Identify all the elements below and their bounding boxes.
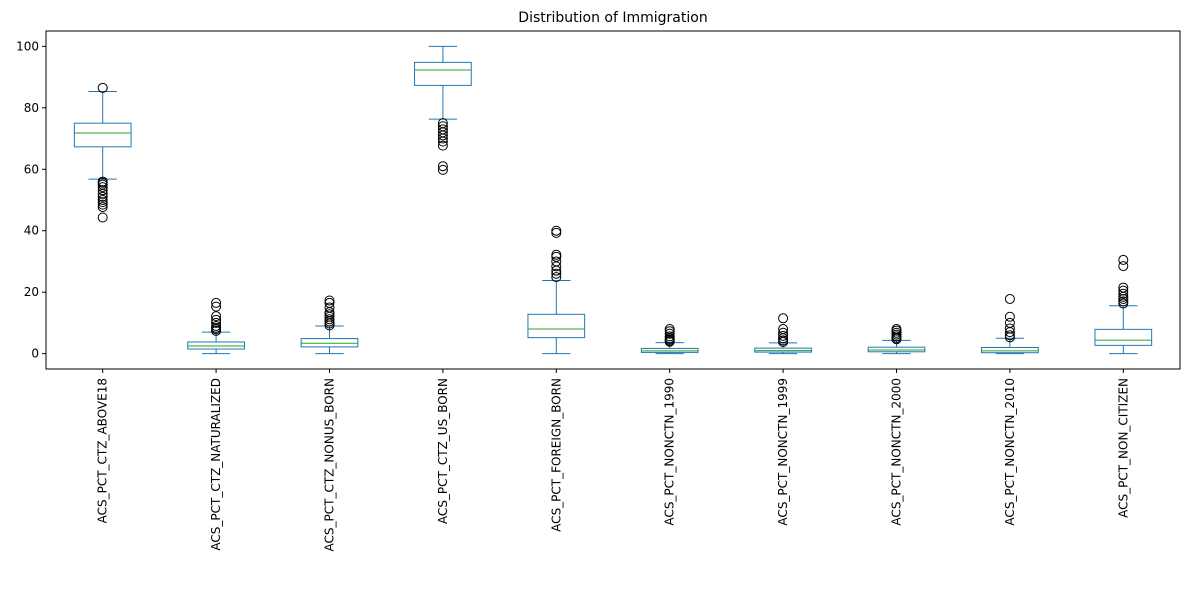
y-axis: 0 20 40 60 80 100 bbox=[16, 39, 46, 361]
outlier-point bbox=[778, 327, 789, 338]
outlier-point bbox=[551, 225, 562, 236]
outlier-point bbox=[1118, 285, 1129, 296]
iqr-box bbox=[73, 122, 132, 148]
box-ACS_PCT_NONCTN_2000 bbox=[867, 324, 926, 355]
outlier-point bbox=[97, 82, 108, 93]
box-ACS_PCT_NONCTN_1990 bbox=[640, 324, 699, 355]
x-tick-label: ACS_PCT_NONCTN_1999 bbox=[776, 378, 790, 526]
outlier-point bbox=[551, 268, 562, 279]
y-tick-label: 80 bbox=[24, 101, 39, 115]
chart-title: Distribution of Immigration bbox=[518, 10, 707, 26]
outlier-point bbox=[1004, 293, 1015, 304]
outlier-point bbox=[1004, 317, 1015, 328]
outlier-point bbox=[437, 161, 448, 172]
outlier-point bbox=[778, 324, 789, 335]
outlier-point bbox=[1118, 261, 1129, 272]
y-tick-label: 0 bbox=[31, 347, 39, 361]
outlier-point bbox=[664, 328, 675, 339]
box-ACS_PCT_FOREIGN_BORN bbox=[527, 225, 586, 355]
outlier-point bbox=[1118, 282, 1129, 293]
outlier-point bbox=[211, 301, 222, 312]
outlier-point bbox=[664, 326, 675, 337]
outlier-point bbox=[211, 320, 222, 331]
outlier-point bbox=[437, 140, 448, 151]
outlier-point bbox=[1004, 311, 1015, 322]
x-tick-label: ACS_PCT_CTZ_US_BORN bbox=[436, 378, 450, 524]
iqr-box bbox=[981, 346, 1039, 354]
outlier-point bbox=[437, 118, 448, 129]
outlier-point bbox=[97, 176, 108, 187]
x-tick-label: ACS_PCT_CTZ_ABOVE18 bbox=[96, 378, 110, 523]
outlier-point bbox=[97, 195, 108, 205]
box-ACS_PCT_CTZ_US_BORN bbox=[414, 45, 472, 175]
x-tick-label: ACS_PCT_CTZ_NATURALIZED bbox=[209, 378, 223, 551]
box-ACS_PCT_NON_CITIZEN bbox=[1094, 254, 1153, 355]
outlier-point bbox=[1004, 330, 1015, 341]
outlier-point bbox=[1004, 323, 1015, 334]
outlier-point bbox=[97, 202, 108, 213]
y-tick-label: 40 bbox=[24, 224, 39, 238]
x-tick-label: ACS_PCT_NONCTN_2010 bbox=[1003, 378, 1017, 526]
outlier-point bbox=[778, 330, 789, 341]
iqr-box bbox=[414, 61, 472, 86]
outlier-point bbox=[211, 314, 222, 325]
iqr-box bbox=[1094, 328, 1153, 346]
x-tick-label: ACS_PCT_NON_CITIZEN bbox=[1116, 378, 1130, 518]
y-tick-label: 20 bbox=[24, 285, 39, 299]
outlier-point bbox=[778, 313, 789, 324]
x-axis: ACS_PCT_CTZ_ABOVE18 ACS_PCT_CTZ_NATURALIZ… bbox=[96, 369, 1130, 551]
iqr-box bbox=[527, 313, 586, 339]
outlier-point bbox=[324, 314, 335, 325]
outlier-point bbox=[211, 311, 222, 322]
outlier-point bbox=[97, 182, 108, 193]
outlier-point bbox=[664, 324, 675, 335]
box-ACS_PCT_CTZ_NATURALIZED bbox=[187, 297, 245, 355]
outlier-point bbox=[211, 297, 222, 308]
outlier-point bbox=[324, 302, 335, 313]
box-ACS_PCT_NONCTN_2010 bbox=[981, 293, 1039, 355]
x-tick-label: ACS_PCT_NONCTN_1990 bbox=[663, 378, 677, 526]
outlier-point bbox=[437, 164, 448, 175]
outlier-point bbox=[437, 121, 448, 132]
outlier-point bbox=[211, 317, 222, 328]
outlier-point bbox=[1118, 288, 1129, 299]
y-tick-label: 100 bbox=[16, 39, 39, 53]
outlier-point bbox=[97, 199, 108, 210]
outlier-point bbox=[551, 227, 562, 238]
x-tick-label: ACS_PCT_NONCTN_2000 bbox=[890, 378, 904, 526]
outlier-point bbox=[551, 249, 562, 260]
outlier-point bbox=[437, 124, 448, 135]
outlier-point bbox=[891, 324, 902, 335]
box-ACS_PCT_NONCTN_1999 bbox=[754, 313, 812, 355]
outlier-point bbox=[1118, 296, 1129, 307]
outlier-point bbox=[551, 272, 562, 283]
x-tick-label: ACS_PCT_CTZ_NONUS_BORN bbox=[323, 378, 337, 551]
outlier-point bbox=[324, 297, 335, 308]
y-tick-label: 60 bbox=[24, 162, 39, 176]
outlier-point bbox=[664, 331, 675, 342]
outlier-point bbox=[1118, 254, 1129, 265]
plot-frame bbox=[45, 30, 1181, 370]
outlier-point bbox=[551, 256, 562, 267]
box-ACS_PCT_CTZ_NONUS_BORN bbox=[300, 295, 359, 355]
outlier-point bbox=[324, 295, 335, 306]
outlier-point bbox=[551, 261, 562, 272]
outlier-point bbox=[97, 191, 108, 202]
outlier-point bbox=[97, 212, 108, 223]
box-ACS_PCT_CTZ_ABOVE18 bbox=[73, 82, 132, 223]
x-tick-label: ACS_PCT_FOREIGN_BORN bbox=[549, 378, 563, 532]
plot-area bbox=[73, 45, 1153, 355]
